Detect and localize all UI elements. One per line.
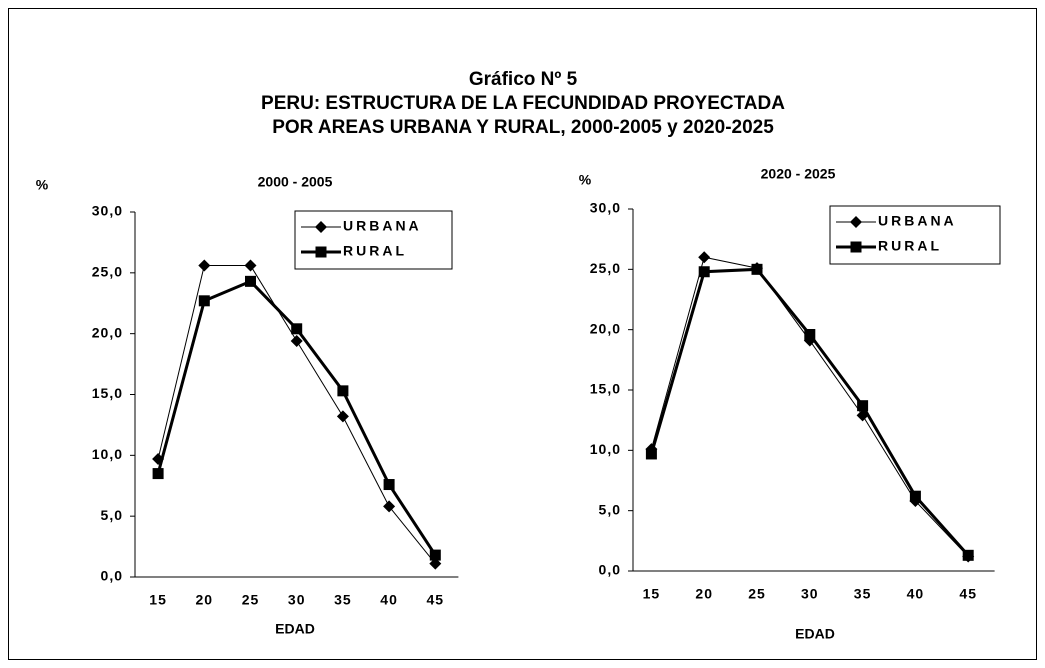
x-tick-label: 15	[149, 592, 167, 608]
marker-square	[291, 323, 303, 335]
marker-diamond	[429, 557, 442, 570]
x-tick-label: 40	[380, 592, 398, 608]
y-tick-label: 15,0	[92, 385, 123, 401]
title-line: POR AREAS URBANA Y RURAL, 2000-2005 y 20…	[272, 117, 774, 138]
marker-diamond	[315, 221, 327, 233]
marker-square	[909, 490, 921, 502]
y-tick-label: 5,0	[101, 507, 123, 523]
marker-square	[751, 263, 763, 275]
marker-square	[804, 328, 816, 340]
x-tick-label: 35	[334, 592, 352, 608]
marker-square	[245, 275, 256, 287]
y-tick-label: 15,0	[590, 381, 621, 397]
x-tick-label: 45	[427, 592, 445, 608]
x-axis-label: EDAD	[275, 621, 315, 637]
marker-square	[383, 479, 395, 491]
y-tick-label: 30,0	[92, 203, 123, 219]
marker-diamond	[336, 410, 349, 423]
legend-box	[294, 210, 453, 270]
x-tick-label: 45	[959, 586, 977, 602]
x-tick-label: 30	[801, 586, 819, 602]
chart-title: 2020 - 2025	[761, 166, 836, 182]
legend-label: URBANA	[343, 218, 422, 234]
marker-diamond	[290, 334, 303, 347]
x-tick-label: 40	[907, 586, 925, 602]
marker-square	[198, 295, 210, 307]
y-axis-label: %	[579, 172, 592, 188]
legend-label: RURAL	[878, 238, 942, 254]
y-axis-label: %	[36, 177, 49, 193]
legend-box	[829, 205, 1001, 265]
x-tick-label: 25	[242, 592, 260, 608]
marker-square	[645, 448, 657, 460]
title-line: PERU: ESTRUCTURA DE LA FECUNDIDAD PROYEC…	[261, 93, 785, 114]
x-tick-label: 20	[695, 586, 713, 602]
chart-title: 2000 - 2005	[258, 174, 333, 190]
y-tick-label: 20,0	[92, 324, 123, 340]
legend-label: URBANA	[878, 213, 957, 229]
legend-label: RURAL	[343, 243, 407, 259]
x-tick-label: 15	[643, 586, 661, 602]
x-tick-label: 20	[196, 592, 214, 608]
y-tick-label: 0,0	[101, 568, 123, 584]
marker-square	[698, 266, 710, 278]
y-tick-label: 0,0	[599, 562, 621, 578]
marker-square	[850, 241, 862, 253]
y-tick-label: 10,0	[590, 441, 621, 457]
frame	[8, 8, 1037, 660]
x-tick-label: 25	[748, 586, 766, 602]
x-tick-label: 30	[288, 592, 306, 608]
marker-diamond	[383, 500, 396, 513]
marker-square	[152, 468, 164, 480]
marker-square	[962, 549, 974, 561]
marker-square	[429, 549, 441, 561]
y-tick-label: 30,0	[590, 200, 621, 216]
marker-diamond	[850, 216, 862, 228]
x-axis-label: EDAD	[795, 626, 835, 642]
y-tick-label: 5,0	[599, 501, 621, 517]
marker-square	[337, 385, 349, 397]
y-tick-label: 10,0	[92, 446, 123, 462]
y-tick-label: 25,0	[590, 260, 621, 276]
marker-diamond	[244, 259, 257, 272]
x-tick-label: 35	[854, 586, 872, 602]
marker-square	[857, 400, 869, 412]
title-line: Gráfico Nº 5	[469, 69, 578, 90]
y-tick-label: 25,0	[92, 264, 123, 280]
marker-diamond	[198, 259, 211, 272]
marker-square	[315, 246, 327, 258]
y-tick-label: 20,0	[590, 320, 621, 336]
marker-diamond	[698, 251, 711, 264]
